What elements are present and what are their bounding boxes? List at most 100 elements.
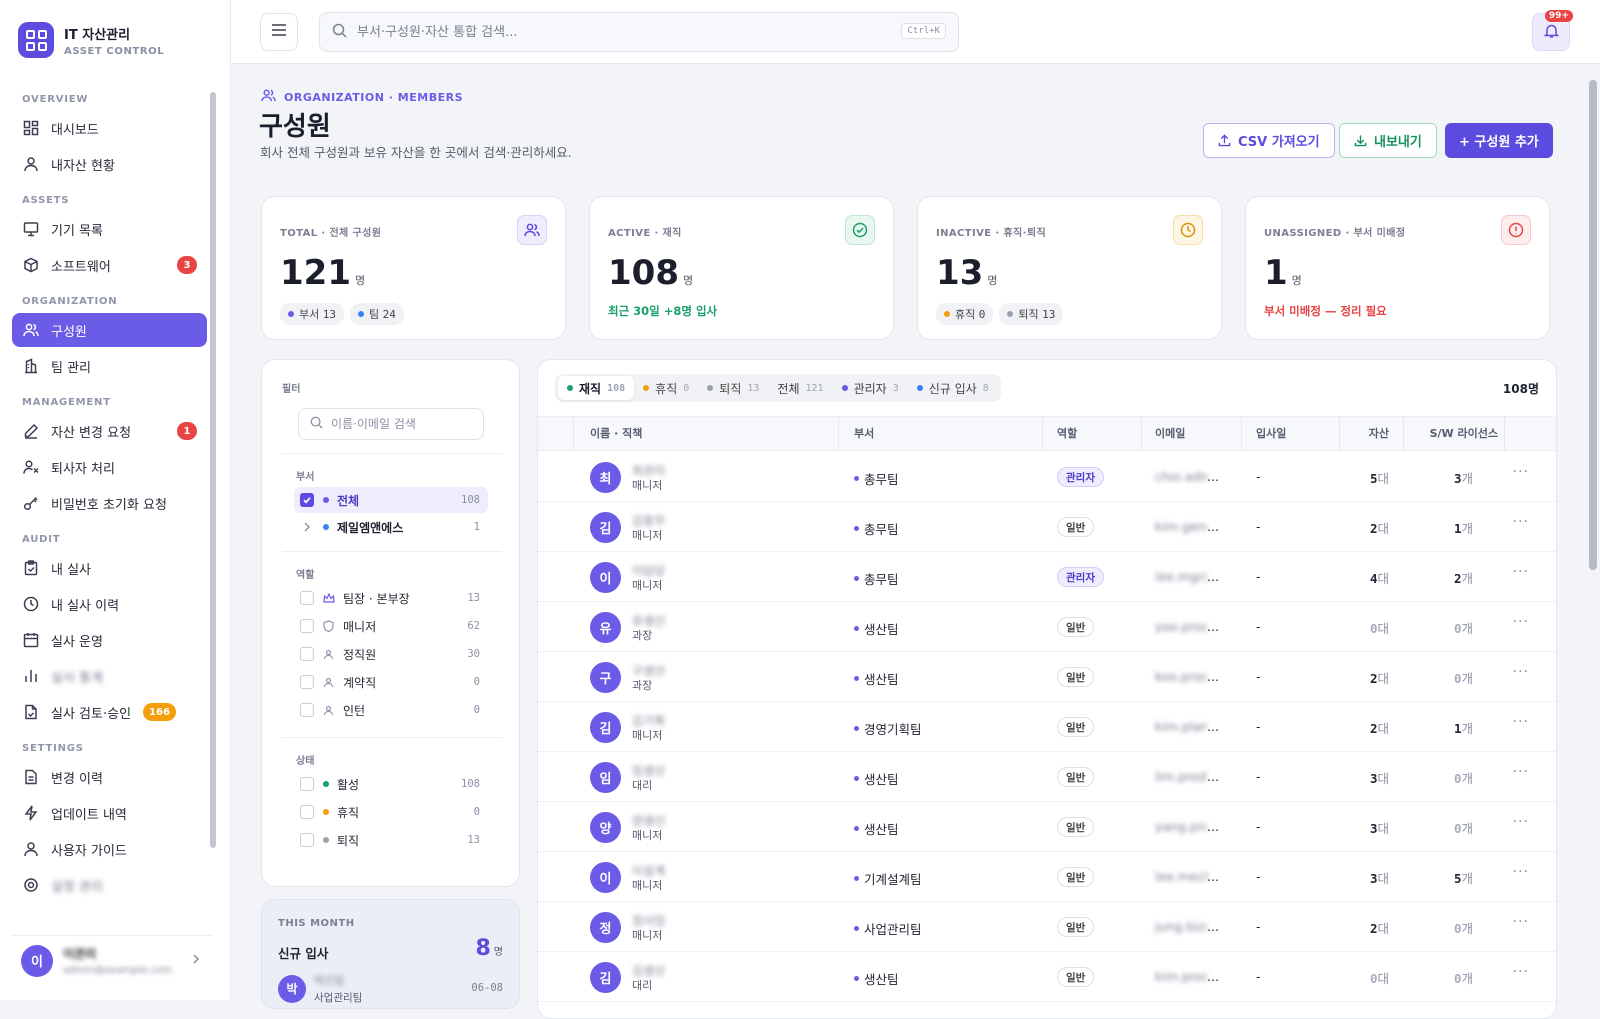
asset-count[interactable]: 5대 xyxy=(1369,471,1389,486)
sidebar-item-leaver[interactable]: 퇴사자 처리 xyxy=(12,450,207,484)
license-count[interactable]: 0개 xyxy=(1453,821,1473,836)
checkbox[interactable] xyxy=(300,805,314,819)
license-count[interactable]: 0개 xyxy=(1453,671,1473,686)
tab-all[interactable]: 전체 121 xyxy=(777,381,824,396)
col-role[interactable]: 역할 xyxy=(1057,427,1078,440)
sidebar-item-guide[interactable]: 사용자 가이드 xyxy=(12,832,207,866)
role-option-leader[interactable]: 팀장 · 본부장 13 xyxy=(294,585,488,611)
dept-option-all[interactable]: 전체 108 xyxy=(294,487,488,513)
license-count[interactable]: 3개 xyxy=(1453,471,1473,486)
page-scrollbar[interactable] xyxy=(1589,80,1597,570)
filter-search[interactable] xyxy=(298,408,484,440)
sidebar-item-audit-stats[interactable]: 실사 통계 xyxy=(12,659,207,693)
user-profile[interactable]: 이 이관리 admin@example.com xyxy=(12,935,212,985)
sidebar-item-audit-review[interactable]: 실사 검토·승인 166 xyxy=(12,695,207,729)
asset-count[interactable]: 0대 xyxy=(1369,971,1389,986)
license-count[interactable]: 0개 xyxy=(1453,971,1473,986)
csv-import-button[interactable]: CSV 가져오기 xyxy=(1203,123,1335,158)
sidebar-item-my-assets[interactable]: 내자산 현황 xyxy=(12,147,207,181)
checkbox[interactable] xyxy=(300,833,314,847)
filter-search-input[interactable] xyxy=(331,417,476,431)
col-assets[interactable]: 자산 xyxy=(1368,427,1389,440)
more-icon[interactable]: ··· xyxy=(1512,764,1529,780)
asset-count[interactable]: 2대 xyxy=(1369,921,1389,936)
checkbox[interactable] xyxy=(300,619,314,633)
sidebar-item-change-log[interactable]: 변경 이력 xyxy=(12,760,207,794)
checkbox[interactable] xyxy=(300,591,314,605)
search-input[interactable] xyxy=(357,24,877,40)
sidebar-item-settings[interactable]: 설정 관리 xyxy=(12,868,207,902)
license-count[interactable]: 2개 xyxy=(1453,571,1473,586)
license-count[interactable]: 0개 xyxy=(1453,621,1473,636)
brand[interactable]: IT 자산관리 ASSET CONTROL xyxy=(18,22,164,58)
tab-admin[interactable]: 관리자 3 xyxy=(833,376,908,400)
more-icon[interactable]: ··· xyxy=(1512,914,1529,930)
sidebar-item-audit-ops[interactable]: 실사 운영 xyxy=(12,623,207,657)
tab-leave[interactable]: 휴직 0 xyxy=(634,376,698,400)
chevron-right-icon[interactable] xyxy=(300,522,314,532)
role-option-regular[interactable]: 정직원 30 xyxy=(294,641,488,667)
stat-card-active[interactable]: ACTIVE · 재직 108 명 최근 30일 +8명 입사 xyxy=(589,196,894,340)
asset-count[interactable]: 2대 xyxy=(1369,521,1389,536)
role-option-intern[interactable]: 인턴 0 xyxy=(294,697,488,723)
col-email[interactable]: 이메일 xyxy=(1155,427,1186,440)
col-sw[interactable]: S/W 라이선스 xyxy=(1429,427,1498,440)
checkbox[interactable] xyxy=(300,703,314,717)
more-icon[interactable]: ··· xyxy=(1512,714,1529,730)
more-icon[interactable]: ··· xyxy=(1512,514,1529,530)
asset-count[interactable]: 3대 xyxy=(1369,871,1389,886)
dept-option-1[interactable]: 제일엠앤에스 1 xyxy=(294,514,488,540)
stat-card-total[interactable]: TOTAL · 전체 구성원 121 명 부서 13 팀 24 xyxy=(261,196,566,340)
status-option-retired[interactable]: 퇴직 13 xyxy=(294,827,488,853)
global-search[interactable]: Ctrl+K xyxy=(319,12,959,52)
checkbox[interactable] xyxy=(300,675,314,689)
checkbox[interactable] xyxy=(300,647,314,661)
more-icon[interactable]: ··· xyxy=(1512,814,1529,830)
tab-new-hire[interactable]: 신규 입사 8 xyxy=(908,376,998,400)
license-count[interactable]: 1개 xyxy=(1453,721,1473,736)
role-option-manager[interactable]: 매니저 62 xyxy=(294,613,488,639)
sidebar-item-updates[interactable]: 업데이트 내역 xyxy=(12,796,207,830)
license-count[interactable]: 0개 xyxy=(1453,921,1473,936)
notifications-button[interactable]: 99+ xyxy=(1532,10,1573,51)
sidebar-item-dashboard[interactable]: 대시보드 xyxy=(12,111,207,145)
asset-count[interactable]: 0대 xyxy=(1369,621,1389,636)
more-icon[interactable]: ··· xyxy=(1512,964,1529,980)
col-dept[interactable]: 부서 xyxy=(854,427,875,440)
role-option-contract[interactable]: 계약직 0 xyxy=(294,669,488,695)
sidebar-item-devices[interactable]: 기기 목록 xyxy=(12,212,207,246)
license-count[interactable]: 5개 xyxy=(1453,871,1473,886)
asset-count[interactable]: 4대 xyxy=(1369,571,1389,586)
sidebar-item-password-reset[interactable]: 비밀번호 초기화 요청 xyxy=(12,486,207,520)
more-icon[interactable]: ··· xyxy=(1512,664,1529,680)
sidebar-item-change-request[interactable]: 자산 변경 요청 1 xyxy=(12,414,207,448)
asset-count[interactable]: 3대 xyxy=(1369,821,1389,836)
sidebar-item-members[interactable]: 구성원 xyxy=(12,313,207,347)
add-member-button[interactable]: + 구성원 추가 xyxy=(1445,123,1553,158)
more-icon[interactable]: ··· xyxy=(1512,614,1529,630)
stat-card-inactive[interactable]: INACTIVE · 휴직·퇴직 13 명 휴직 0 퇴직 13 xyxy=(917,196,1222,340)
more-icon[interactable]: ··· xyxy=(1512,464,1529,480)
new-hire-item[interactable]: 박 박신입 사업관리팀 xyxy=(278,972,362,1005)
license-count[interactable]: 1개 xyxy=(1453,521,1473,536)
checkbox[interactable] xyxy=(300,777,314,791)
sidebar-item-teams[interactable]: 팀 관리 xyxy=(12,349,207,383)
license-count[interactable]: 0개 xyxy=(1453,771,1473,786)
export-button[interactable]: 내보내기 xyxy=(1339,123,1437,158)
menu-button[interactable] xyxy=(260,13,298,51)
more-icon[interactable]: ··· xyxy=(1512,864,1529,880)
sidebar-item-software[interactable]: 소프트웨어 3 xyxy=(12,248,207,282)
status-option-leave[interactable]: 휴직 0 xyxy=(294,799,488,825)
